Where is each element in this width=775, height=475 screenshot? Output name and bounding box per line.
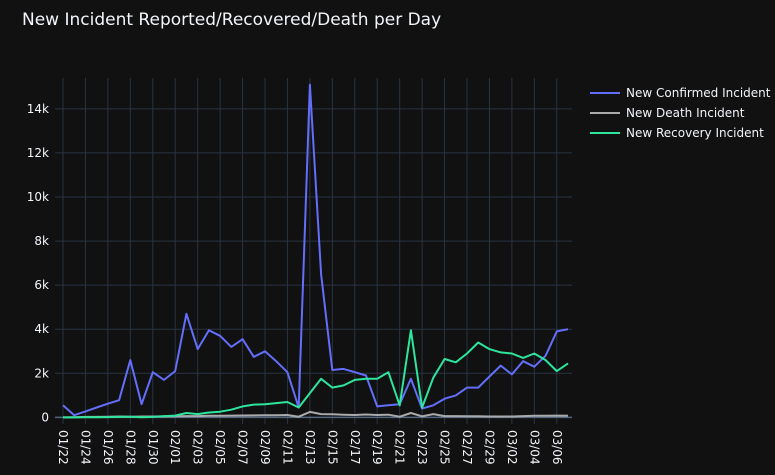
y-tick-label: 4k	[34, 322, 49, 336]
legend-item[interactable]: New Recovery Incident	[590, 123, 771, 143]
x-tick-label: 02/07	[236, 430, 250, 465]
legend-label: New Death Incident	[626, 106, 745, 120]
x-tick-label: 02/15	[325, 430, 339, 465]
x-tick-label: 01/28	[123, 430, 137, 465]
x-tick-label: 02/21	[393, 430, 407, 465]
y-tick-label: 12k	[27, 146, 49, 160]
chart-title: New Incident Reported/Recovered/Death pe…	[22, 10, 442, 30]
x-tick-label: 02/01	[168, 430, 182, 465]
x-tick-label: 01/30	[146, 430, 160, 465]
y-tick-label: 8k	[34, 234, 49, 248]
legend[interactable]: New Confirmed Incident New Death Incident…	[590, 83, 771, 143]
x-tick-label: 02/05	[213, 430, 227, 465]
x-tick-label: 02/11	[280, 430, 294, 465]
x-tick-label: 02/27	[460, 430, 474, 465]
x-tick-label: 01/22	[56, 430, 70, 465]
x-tick-label: 03/06	[550, 430, 564, 465]
series-line-new-recovery-incident	[63, 329, 569, 419]
x-tick-label: 02/09	[258, 430, 272, 465]
y-tick-label: 6k	[34, 278, 49, 292]
y-tick-label: 14k	[27, 102, 49, 116]
legend-swatch	[590, 112, 620, 114]
legend-label: New Confirmed Incident	[626, 86, 771, 100]
x-tick-label: 03/02	[505, 430, 519, 465]
legend-swatch	[590, 92, 620, 94]
x-tick-label: 02/13	[303, 430, 317, 465]
x-tick-label: 02/17	[348, 430, 362, 465]
legend-label: New Recovery Incident	[626, 126, 764, 140]
legend-item[interactable]: New Death Incident	[590, 103, 771, 123]
y-tick-label: 0	[41, 410, 49, 424]
x-tick-label: 01/24	[78, 430, 92, 465]
x-tick-label: 02/19	[370, 430, 384, 465]
legend-item[interactable]: New Confirmed Incident	[590, 83, 771, 103]
x-tick-label: 02/29	[482, 430, 496, 465]
legend-swatch	[590, 132, 620, 134]
series-line-new-confirmed-incident	[62, 83, 569, 417]
x-tick-label: 03/04	[527, 430, 541, 465]
x-tick-label: 02/03	[191, 430, 205, 465]
y-tick-label: 2k	[34, 366, 49, 380]
x-tick-label: 02/23	[415, 430, 429, 465]
x-tick-label: 01/26	[101, 430, 115, 465]
y-tick-label: 10k	[27, 190, 49, 204]
x-tick-label: 02/25	[438, 430, 452, 465]
